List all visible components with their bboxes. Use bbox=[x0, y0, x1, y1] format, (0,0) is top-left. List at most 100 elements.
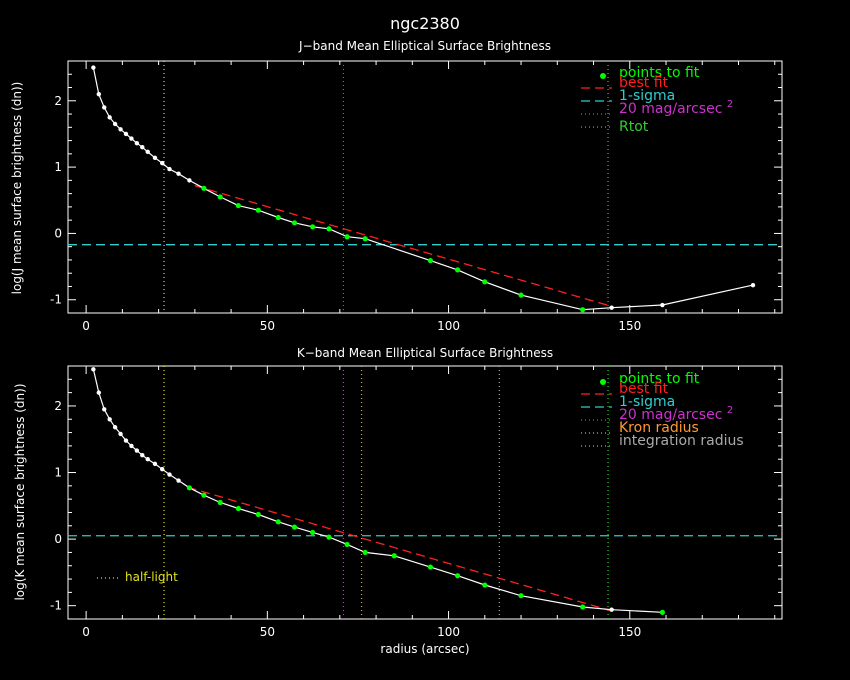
fit-point bbox=[391, 553, 397, 559]
fit-point bbox=[326, 226, 332, 232]
x-tick-label: 50 bbox=[260, 319, 275, 333]
x-tick-label: 150 bbox=[618, 625, 641, 639]
k-band-panel: K−band Mean Elliptical Surface Brightnes… bbox=[13, 346, 783, 656]
fit-point bbox=[310, 224, 316, 230]
y-tick-label: -1 bbox=[50, 599, 62, 613]
legend-sigma-label: 1-sigma bbox=[619, 88, 675, 104]
legend-integration-label: integration radius bbox=[619, 433, 744, 449]
profile-point bbox=[118, 431, 123, 437]
profile-point bbox=[145, 149, 150, 155]
plot-area: 0 50 100 150 -1 0 1 2 bbox=[50, 60, 783, 333]
legend-points-marker bbox=[600, 73, 606, 79]
y-tick-label: 1 bbox=[54, 160, 62, 174]
y-tick-label: 0 bbox=[54, 532, 62, 546]
profile-point bbox=[145, 457, 150, 462]
fit-point bbox=[275, 519, 281, 525]
k-band-ylabel: log(K mean surface brightness (dn)) bbox=[13, 383, 27, 600]
legend-mag20-text: 20 mag/arcsec bbox=[619, 407, 722, 423]
profile-point bbox=[96, 91, 102, 97]
fit-point bbox=[518, 593, 524, 599]
profile-point bbox=[609, 607, 614, 612]
plot-frame bbox=[67, 365, 783, 620]
fit-point bbox=[235, 505, 241, 512]
profile-point bbox=[160, 466, 165, 472]
fit-point bbox=[482, 582, 488, 588]
fit-point bbox=[291, 220, 298, 226]
x-tick-label: 100 bbox=[437, 319, 460, 333]
legend-best-fit-label: best fit bbox=[619, 381, 669, 397]
profile-point bbox=[140, 453, 145, 458]
fit-point bbox=[275, 214, 281, 221]
y-tick-label: -1 bbox=[50, 293, 62, 307]
legend-kron-label: Kron radius bbox=[619, 420, 699, 436]
profile-point bbox=[152, 461, 158, 467]
profile-point bbox=[102, 407, 107, 412]
figure-title: ngc2380 bbox=[390, 14, 460, 33]
profile-point bbox=[118, 127, 123, 132]
fit-point bbox=[580, 604, 586, 610]
legend-points-label: points to fit bbox=[619, 65, 700, 81]
fit-point bbox=[362, 236, 368, 242]
plot-area: 0 50 100 150 -1 0 1 2 bbox=[50, 365, 783, 639]
profile-point bbox=[140, 145, 145, 150]
fit-point bbox=[659, 609, 665, 615]
fit-point bbox=[186, 485, 193, 491]
j-band-title: J−band Mean Elliptical Surface Brightnes… bbox=[298, 39, 551, 53]
x-tick-label: 0 bbox=[82, 319, 90, 333]
fit-point bbox=[580, 307, 586, 313]
j-band-ylabel: log(J mean surface brightness (dn)) bbox=[10, 82, 24, 295]
profile-point bbox=[134, 448, 140, 453]
k-band-xlabel: radius (arcsec) bbox=[380, 642, 469, 656]
profile-point bbox=[112, 121, 118, 127]
profile-point bbox=[129, 136, 134, 141]
profile-point bbox=[187, 178, 192, 183]
profile-point bbox=[123, 438, 129, 443]
y-tick-label: 2 bbox=[54, 94, 62, 108]
j-band-panel: J−band Mean Elliptical Surface Brightnes… bbox=[10, 39, 783, 333]
fit-point bbox=[482, 279, 488, 285]
profile-point bbox=[91, 367, 96, 372]
legend-sigma-label: 1-sigma bbox=[619, 394, 675, 410]
fit-point bbox=[201, 492, 207, 498]
k-band-title: K−band Mean Elliptical Surface Brightnes… bbox=[297, 346, 553, 360]
fit-point bbox=[255, 207, 261, 213]
x-tick-label: 0 bbox=[82, 625, 90, 639]
profile-point bbox=[660, 302, 665, 308]
j-band-legend: points to fit best fit 1-sigma 20 mag/ar… bbox=[581, 65, 733, 135]
profile-point bbox=[609, 305, 614, 310]
fit-point bbox=[326, 534, 332, 540]
fit-point bbox=[427, 258, 434, 264]
fit-point bbox=[291, 524, 298, 530]
fit-point bbox=[455, 267, 461, 273]
legend-mag20-text: 20 mag/arcsec bbox=[619, 101, 722, 117]
fit-point bbox=[310, 529, 316, 536]
profile-point bbox=[160, 160, 165, 166]
fit-point bbox=[455, 573, 461, 579]
profile-point bbox=[176, 171, 181, 176]
fit-point bbox=[255, 511, 261, 518]
profile-point bbox=[96, 390, 102, 395]
fit-point bbox=[235, 202, 241, 209]
legend-points-label: points to fit bbox=[619, 371, 700, 387]
profile-point bbox=[112, 425, 118, 430]
legend-mag20-superscript: 2 bbox=[727, 99, 733, 110]
fit-point bbox=[362, 549, 368, 556]
fit-point bbox=[344, 541, 350, 548]
x-tick-label: 100 bbox=[437, 625, 460, 639]
legend-best-fit-label: best fit bbox=[619, 75, 669, 91]
fit-point bbox=[217, 194, 223, 200]
legend-mag20-label: 20 mag/arcsec 2 bbox=[619, 99, 733, 117]
plot-frame bbox=[67, 60, 783, 314]
x-tick-label: 50 bbox=[260, 625, 275, 639]
profile-line bbox=[92, 67, 754, 311]
profile-point bbox=[750, 282, 756, 288]
profile-point bbox=[102, 105, 107, 110]
profile-point bbox=[129, 443, 134, 449]
legend-points-marker bbox=[600, 379, 606, 385]
x-tick-label: 150 bbox=[618, 319, 641, 333]
profile-point bbox=[134, 141, 140, 146]
fit-point bbox=[217, 499, 223, 506]
profile-point bbox=[167, 472, 172, 477]
y-tick-label: 2 bbox=[54, 399, 62, 413]
